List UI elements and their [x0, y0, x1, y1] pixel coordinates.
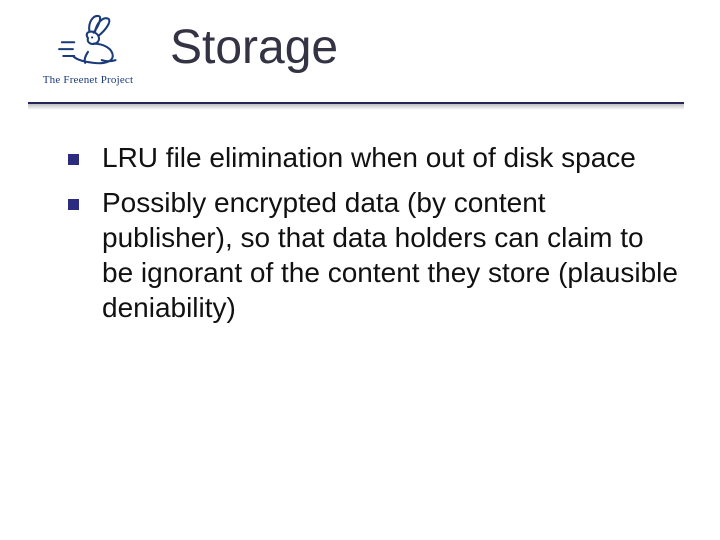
bullet-square-icon: [68, 154, 79, 165]
list-item: Possibly encrypted data (by content publ…: [60, 185, 680, 325]
logo: The Freenet Project: [28, 12, 148, 86]
list-item: LRU file elimination when out of disk sp…: [60, 140, 680, 175]
slide-header: The Freenet Project Storage: [0, 0, 720, 120]
bullet-list: LRU file elimination when out of disk sp…: [60, 140, 680, 325]
slide-title: Storage: [170, 20, 338, 75]
bullet-square-icon: [68, 199, 79, 210]
slide-body: LRU file elimination when out of disk sp…: [60, 140, 680, 335]
logo-caption: The Freenet Project: [28, 74, 148, 86]
header-rule: [28, 102, 684, 110]
bullet-text: LRU file elimination when out of disk sp…: [102, 142, 636, 173]
bullet-text: Possibly encrypted data (by content publ…: [102, 187, 678, 323]
bunny-icon: [53, 12, 123, 67]
slide: The Freenet Project Storage LRU file eli…: [0, 0, 720, 540]
